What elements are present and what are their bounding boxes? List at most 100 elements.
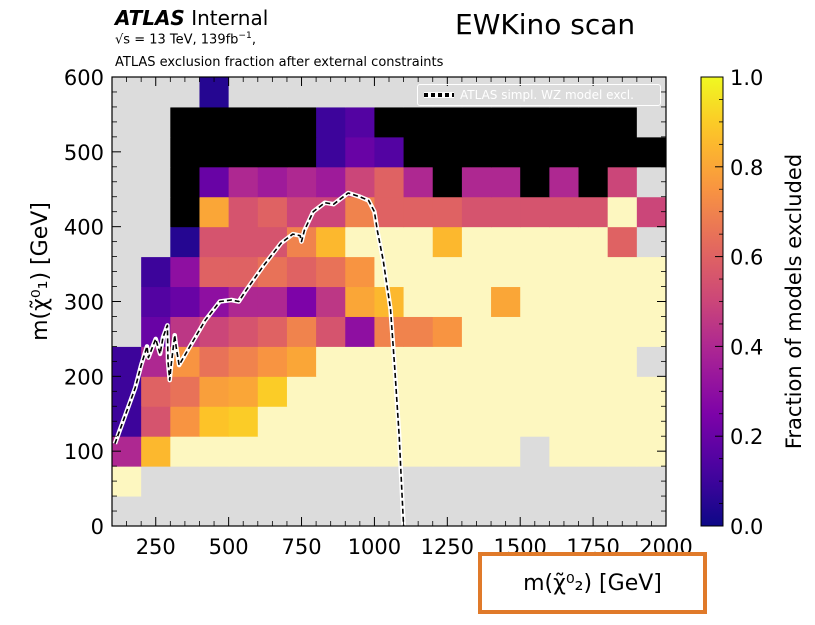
heatmap-cell bbox=[432, 166, 463, 198]
heatmap-cell bbox=[141, 436, 171, 467]
heatmap-cell bbox=[520, 466, 550, 497]
heatmap-cell bbox=[316, 106, 346, 138]
heatmap-cell bbox=[228, 346, 259, 377]
heatmap-cell bbox=[549, 286, 580, 317]
heatmap-cell bbox=[607, 196, 638, 228]
heatmap-cell bbox=[607, 106, 638, 138]
heatmap-cell bbox=[578, 286, 609, 317]
heatmap-cell bbox=[345, 316, 375, 347]
heatmap-cell bbox=[316, 136, 346, 168]
heatmap-cell bbox=[607, 466, 638, 497]
heatmap-cell bbox=[170, 166, 200, 198]
heatmap-cell bbox=[199, 226, 230, 258]
heatmap-cell bbox=[345, 406, 375, 437]
heatmap-cell bbox=[316, 286, 346, 317]
heatmap-cell bbox=[286, 406, 317, 437]
heatmap-cell bbox=[199, 376, 230, 407]
heatmap-cell bbox=[491, 77, 521, 108]
heatmap-cell bbox=[199, 256, 230, 288]
heatmap-cell bbox=[549, 226, 580, 258]
y-axis-label: m(χ̃⁰₁) [GeV] bbox=[28, 202, 53, 341]
heatmap-cell bbox=[141, 286, 171, 317]
heatmap-cell bbox=[257, 77, 288, 108]
heatmap-cell bbox=[228, 466, 259, 497]
heatmap-cell bbox=[374, 77, 405, 108]
heatmap-cell bbox=[520, 256, 550, 288]
heatmap-cell bbox=[345, 346, 375, 377]
heatmap-cell bbox=[316, 196, 346, 228]
heatmap-cell bbox=[491, 436, 521, 467]
heatmap-cell bbox=[199, 106, 230, 138]
heatmap-cell bbox=[432, 406, 463, 437]
x-tick-label: 1250 bbox=[421, 535, 474, 559]
heatmap-cell bbox=[286, 346, 317, 377]
heatmap-cell bbox=[345, 466, 375, 497]
heatmap-cell bbox=[286, 316, 317, 347]
heatmap-cell bbox=[520, 136, 550, 168]
heatmap-cell bbox=[432, 106, 463, 138]
heatmap-cell bbox=[491, 406, 521, 437]
heatmap-cell bbox=[491, 466, 521, 497]
heatmap-cell bbox=[403, 346, 434, 377]
heatmap-cell bbox=[432, 376, 463, 407]
heatmap-cell bbox=[461, 196, 492, 228]
heatmap-cell bbox=[432, 256, 463, 288]
x-tick-label: 500 bbox=[209, 535, 249, 559]
x-tick-label: 750 bbox=[281, 535, 321, 559]
heatmap-cell bbox=[141, 226, 171, 258]
heatmap-cell bbox=[520, 406, 550, 437]
heatmap-cell bbox=[170, 436, 200, 467]
heatmap-cell bbox=[170, 406, 200, 437]
x-tick-label: 250 bbox=[136, 535, 176, 559]
heatmap-cell bbox=[228, 106, 259, 138]
heatmap-cell bbox=[345, 286, 375, 317]
heatmap-cell bbox=[491, 376, 521, 407]
heatmap-cell bbox=[345, 136, 375, 168]
heatmap-cell bbox=[403, 406, 434, 437]
chart-title: EWKino scan bbox=[455, 8, 636, 41]
heatmap-cell bbox=[578, 226, 609, 258]
heatmap-cell bbox=[403, 466, 434, 497]
heatmap-cell bbox=[228, 316, 259, 347]
colorbar-tick-label: 0.4 bbox=[730, 335, 763, 359]
heatmap-cell bbox=[170, 77, 200, 108]
heatmap-cell bbox=[228, 77, 259, 108]
heatmap-cell bbox=[286, 286, 317, 317]
colorbar-tick-label: 1.0 bbox=[730, 66, 763, 90]
heatmap-cell bbox=[199, 406, 230, 437]
heatmap-cell bbox=[607, 406, 638, 437]
heatmap-cell bbox=[141, 136, 171, 168]
heatmap-cell bbox=[286, 466, 317, 497]
heatmap-cell bbox=[345, 436, 375, 467]
heatmap-cell bbox=[607, 166, 638, 198]
heatmap-cell bbox=[432, 466, 463, 497]
heatmap-cell bbox=[461, 286, 492, 317]
heatmap-cell bbox=[257, 136, 288, 168]
heatmap-cell bbox=[286, 436, 317, 467]
heatmap-cell bbox=[316, 436, 346, 467]
heatmap-cell bbox=[257, 376, 288, 407]
heatmap-cell bbox=[316, 346, 346, 377]
heatmap-cell bbox=[170, 286, 200, 317]
heatmap-cell bbox=[286, 166, 317, 198]
x-tick-label: 1000 bbox=[348, 535, 401, 559]
heatmap-cell bbox=[491, 286, 521, 317]
heatmap-cell bbox=[403, 256, 434, 288]
heatmap-cell bbox=[461, 436, 492, 467]
y-tick-label: 500 bbox=[64, 141, 104, 165]
heatmap-cell bbox=[578, 196, 609, 228]
heatmap-cell bbox=[461, 466, 492, 497]
heatmap-cell bbox=[170, 376, 200, 407]
heatmap-cell bbox=[345, 77, 375, 108]
heatmap-cell bbox=[549, 166, 580, 198]
x-axis-label: m(χ̃⁰₂) [GeV] bbox=[478, 552, 707, 614]
heatmap-cell bbox=[578, 166, 609, 198]
heatmap-cell bbox=[607, 136, 638, 168]
heatmap-cell bbox=[461, 256, 492, 288]
heatmap-cell bbox=[257, 436, 288, 467]
heatmap-cell bbox=[316, 316, 346, 347]
heatmap-cell bbox=[461, 136, 492, 168]
heatmap-cell bbox=[520, 106, 550, 138]
heatmap-cell bbox=[228, 226, 259, 258]
